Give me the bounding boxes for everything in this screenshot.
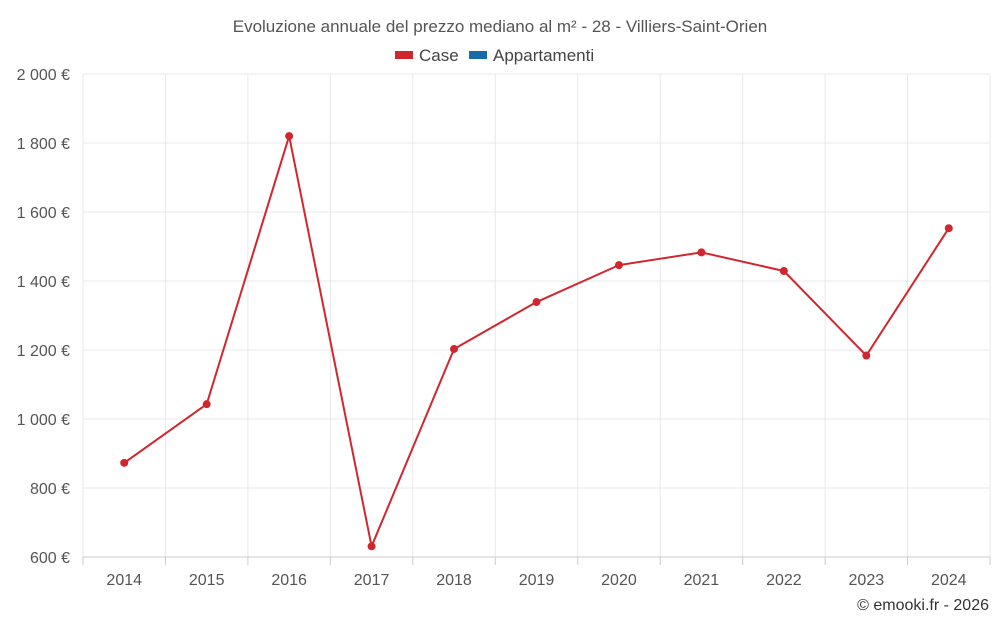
x-tick-label: 2021	[684, 572, 720, 589]
data-point[interactable]	[862, 351, 871, 360]
y-tick-label: 800 €	[30, 481, 70, 498]
chart-title: Evoluzione annuale del prezzo mediano al…	[233, 17, 768, 36]
y-tick-label: 2 000 €	[17, 67, 70, 84]
legend: Case Appartamenti	[395, 46, 594, 65]
data-point[interactable]	[532, 298, 541, 307]
y-tick-label: 600 €	[30, 550, 70, 567]
x-tick-label: 2014	[106, 572, 142, 589]
data-point[interactable]	[697, 248, 706, 257]
grid	[82, 73, 991, 557]
y-tick-label: 1 600 €	[17, 205, 70, 222]
data-point[interactable]	[367, 542, 376, 551]
x-tick-label: 2016	[271, 572, 307, 589]
x-tick-label: 2017	[354, 572, 390, 589]
x-tick-label: 2022	[766, 572, 802, 589]
x-tick-label: 2020	[601, 572, 637, 589]
data-point[interactable]	[450, 344, 459, 353]
credit-text: © emooki.fr - 2026	[857, 597, 989, 614]
y-tick-label: 1 200 €	[17, 343, 70, 360]
data-point[interactable]	[779, 266, 788, 275]
data-point[interactable]	[120, 458, 129, 467]
legend-item-appartamenti[interactable]: Appartamenti	[469, 46, 594, 65]
legend-swatch-appartamenti	[469, 51, 487, 59]
legend-item-case[interactable]: Case	[395, 46, 459, 65]
legend-swatch-case	[395, 51, 413, 59]
y-tick-label: 1 400 €	[17, 274, 70, 291]
data-point[interactable]	[944, 224, 953, 233]
axes: 600 € 800 € 1 000 € 1 200 € 1 400 € 1 600 € 1 …	[17, 67, 991, 589]
y-tick-label: 1 800 €	[17, 136, 70, 153]
x-tick-label: 2019	[519, 572, 555, 589]
data-point[interactable]	[285, 132, 294, 141]
series	[120, 132, 953, 551]
data-point[interactable]	[614, 261, 623, 270]
y-tick-label: 1 000 €	[17, 412, 70, 429]
x-tick-label: 2024	[931, 572, 967, 589]
legend-label-case: Case	[419, 46, 459, 65]
x-tick-label: 2015	[189, 572, 225, 589]
x-tick-label: 2023	[849, 572, 885, 589]
x-tick-label: 2018	[436, 572, 472, 589]
data-point[interactable]	[202, 400, 211, 409]
legend-label-appartamenti: Appartamenti	[493, 46, 594, 65]
